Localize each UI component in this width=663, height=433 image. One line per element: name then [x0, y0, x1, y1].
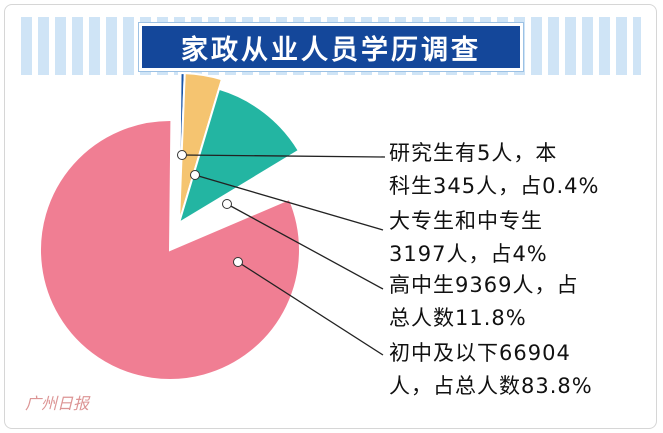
label-postgrad-undergrad-line2: 科生345人，占0.4%: [389, 174, 600, 198]
label-middle-school-line2: 人，占总人数83.8%: [389, 374, 593, 398]
leader-line-3: [226, 203, 384, 290]
newspaper-watermark: 广州日报: [25, 394, 90, 413]
label-junior-college-line1: 大专生和中专生: [389, 209, 543, 233]
label-postgrad-undergrad: 研究生有5人，本 科生345人，占0.4%: [389, 137, 599, 203]
label-junior-college: 大专生和中专生 3197人，占4%: [389, 205, 548, 271]
label-high-school: 高中生9369人，占 总人数11.8%: [389, 269, 578, 335]
leader-line-1: [181, 154, 386, 158]
leader-dot-1: [177, 150, 187, 160]
leader-dot-3: [222, 199, 232, 209]
leader-line-4: [237, 261, 384, 356]
label-postgrad-undergrad-line1: 研究生有5人，本: [389, 141, 558, 165]
leader-dot-4: [233, 257, 243, 267]
figure-frame: 家政从业人员学历调查 研究生有5人，本 科生345人，占0.4% 大专生和中专生…: [4, 4, 657, 429]
leader-dot-2: [190, 170, 200, 180]
label-junior-college-line2: 3197人，占4%: [389, 242, 548, 266]
pie-chart: [39, 71, 386, 381]
label-high-school-line2: 总人数11.8%: [389, 306, 527, 330]
slice-middle-school: [39, 119, 301, 381]
leader-line-2: [194, 174, 384, 231]
label-middle-school: 初中及以下66904 人，占总人数83.8%: [389, 337, 593, 403]
label-high-school-line1: 高中生9369人，占: [389, 273, 579, 297]
chart-title: 家政从业人员学历调查: [139, 23, 523, 71]
label-middle-school-line1: 初中及以下66904: [389, 341, 571, 365]
